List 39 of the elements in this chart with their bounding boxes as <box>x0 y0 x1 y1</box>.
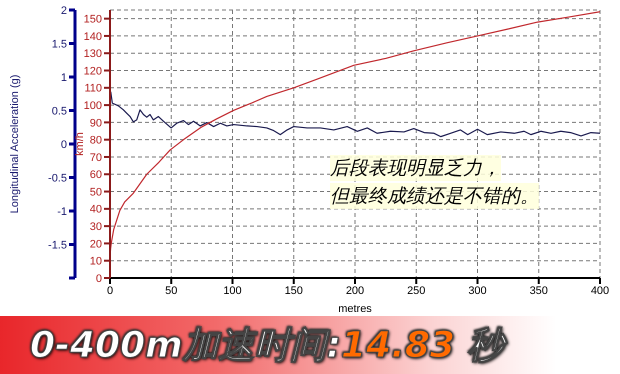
y2-tick-label: 20 <box>90 238 102 250</box>
y2-tick-label: 150 <box>84 14 102 26</box>
y2-tick-label: 10 <box>90 256 102 268</box>
y2-tick-label: 140 <box>84 30 102 43</box>
y2-tick-label: 120 <box>84 65 102 78</box>
x-tick-label: 150 <box>284 284 303 297</box>
x-tick-label: 350 <box>530 284 548 297</box>
y-tick-label: 1 <box>60 72 67 84</box>
y-tick-label: -0.5 <box>48 172 67 184</box>
y-tick-label: 0 <box>60 138 67 151</box>
y2-tick-label: 130 <box>84 48 102 60</box>
y2-tick-label: 80 <box>90 134 102 147</box>
y-tick-label: 0.5 <box>52 105 67 118</box>
y2-tick-label: 70 <box>90 152 102 164</box>
y-axis-title: Longitudinal Acceleration (g) <box>8 74 21 214</box>
x-axis-title: metres <box>338 303 372 315</box>
y2-tick-label: 60 <box>90 169 102 182</box>
x-tick-label: 0 <box>106 284 114 297</box>
x-tick-label: 100 <box>223 284 242 297</box>
x-tick-label: 200 <box>346 284 364 297</box>
y2-tick-label: 100 <box>84 100 102 112</box>
y2-tick-label: 0 <box>96 272 102 285</box>
y-tick-label: 1.5 <box>52 38 67 50</box>
y2-tick-label: 40 <box>90 204 102 216</box>
y2-tick-label: 30 <box>90 221 102 234</box>
y-tick-label: 2 <box>60 4 67 17</box>
y-tick-label: -1.5 <box>48 239 67 252</box>
y2-tick-label: 50 <box>90 186 102 198</box>
y2-tick-label: 90 <box>90 117 102 130</box>
annotation: 后段表现明显乏力， <box>330 155 501 181</box>
y-tick-label: -1 <box>57 206 67 218</box>
x-tick-label: 50 <box>165 284 178 297</box>
x-tick-label: 300 <box>468 284 487 297</box>
y2-axis-title: km/h <box>74 132 86 156</box>
annotation: 但最终成绩还是不错的。 <box>330 183 539 209</box>
x-tick-label: 250 <box>407 284 426 297</box>
x-tick-label: 400 <box>590 284 610 297</box>
y2-tick-label: 110 <box>84 82 102 95</box>
line-series <box>110 91 600 138</box>
